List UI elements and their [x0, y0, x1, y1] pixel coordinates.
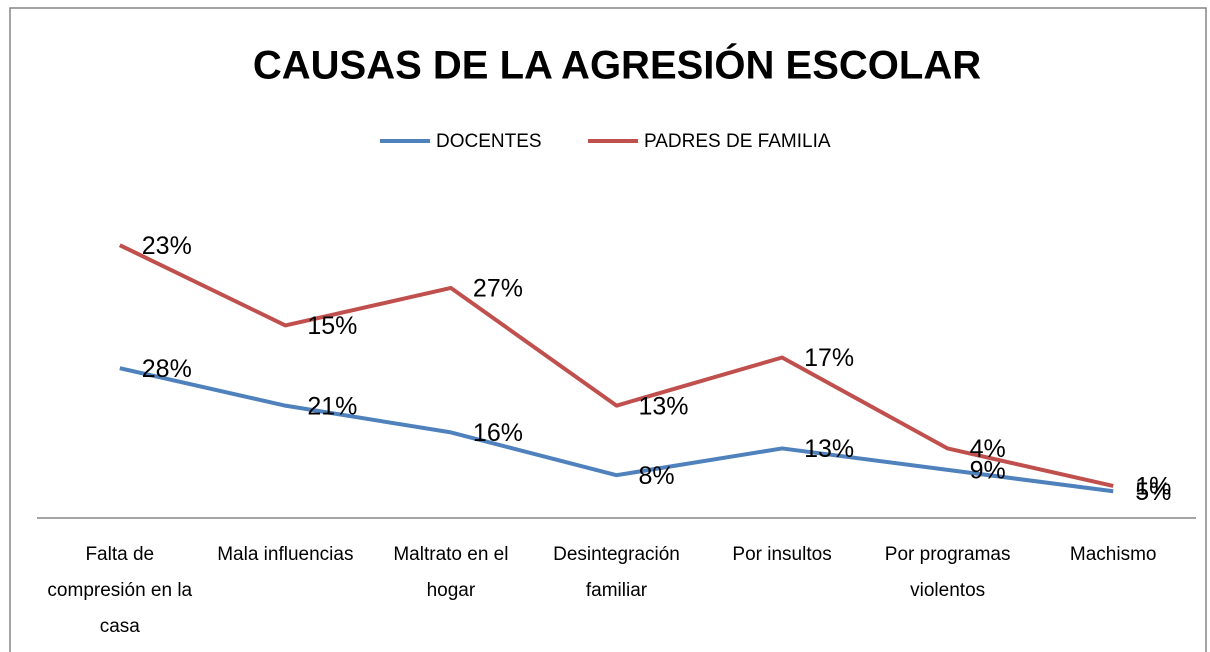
data-label: 1%	[1135, 473, 1171, 501]
x-tick-label: Desintegración familiar	[553, 544, 680, 601]
data-label: 4%	[970, 435, 1006, 463]
legend-label: PADRES DE FAMILIA	[644, 131, 831, 152]
legend-label: DOCENTES	[436, 131, 542, 152]
data-label: 15%	[307, 312, 357, 340]
chart-title: CAUSAS DE LA AGRESIÓN ESCOLAR	[253, 42, 981, 88]
data-label: 8%	[639, 462, 675, 490]
data-label: 13%	[639, 392, 689, 420]
data-label: 13%	[804, 435, 854, 463]
line	[119, 366, 1114, 494]
data-label: 28%	[142, 355, 192, 383]
chart-frame	[9, 7, 1207, 652]
x-tick-label: Falta de compresión en la casa	[47, 544, 193, 637]
data-label: 21%	[307, 392, 357, 420]
x-tick-label: Por programas violentos	[884, 544, 1011, 601]
line	[118, 243, 1114, 488]
x-tick-label: Machismo	[1069, 544, 1157, 565]
data-label: 5%	[1135, 478, 1171, 506]
x-tick-label: Mala influencias	[217, 544, 354, 565]
x-tick-label: Maltrato en el hogar	[393, 544, 509, 601]
data-label: 27%	[473, 275, 523, 303]
x-tick-label: Por insultos	[732, 544, 832, 565]
data-label: 23%	[142, 232, 192, 260]
data-label: 16%	[473, 419, 523, 447]
data-label: 17%	[804, 344, 854, 372]
